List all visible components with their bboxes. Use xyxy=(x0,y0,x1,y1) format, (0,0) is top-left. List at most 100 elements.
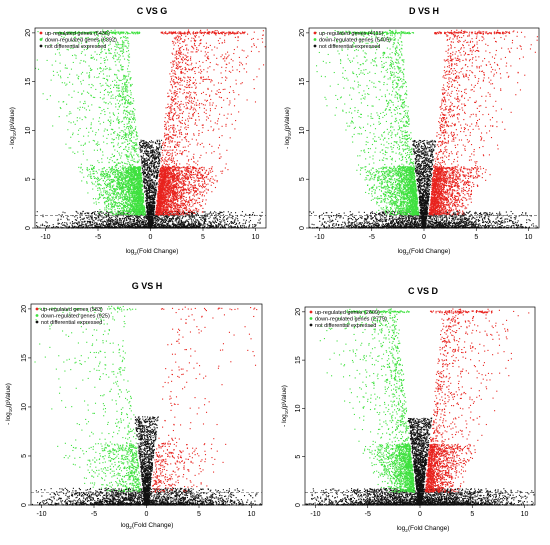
point-not-differential xyxy=(141,160,142,161)
point-not-differential xyxy=(198,221,199,222)
point-not-differential xyxy=(178,221,179,222)
point-not-differential xyxy=(210,212,211,213)
point-not-differential xyxy=(229,226,230,227)
point-not-differential xyxy=(158,154,159,155)
point-not-differential xyxy=(62,222,63,223)
point-not-differential xyxy=(250,220,251,221)
point-not-differential xyxy=(219,213,220,214)
point-not-differential xyxy=(140,225,141,226)
point-not-differential xyxy=(173,225,174,226)
point-not-differential xyxy=(129,223,130,224)
point-not-differential xyxy=(127,225,128,226)
point-not-differential xyxy=(104,225,105,226)
point-not-differential xyxy=(97,224,98,225)
point-not-differential xyxy=(161,224,162,225)
point-not-differential xyxy=(173,217,174,218)
point-not-differential xyxy=(205,223,206,224)
point-not-differential xyxy=(86,225,87,226)
point-not-differential xyxy=(224,226,225,227)
point-not-differential xyxy=(213,217,214,218)
point-not-differential xyxy=(82,227,83,228)
point-not-differential xyxy=(179,221,180,222)
point-not-differential xyxy=(194,217,195,218)
point-not-differential xyxy=(177,226,178,227)
point-not-differential xyxy=(193,225,194,226)
point-not-differential xyxy=(155,223,156,224)
point-not-differential xyxy=(147,147,148,148)
point-not-differential xyxy=(58,219,59,220)
point-not-differential xyxy=(256,225,257,226)
point-not-differential xyxy=(195,221,196,222)
point-not-differential xyxy=(43,216,44,217)
point-not-differential xyxy=(134,223,135,224)
point-not-differential xyxy=(157,221,158,222)
point-not-differential xyxy=(214,211,215,212)
point-not-differential xyxy=(160,222,161,223)
point-not-differential xyxy=(77,224,78,225)
point-not-differential xyxy=(169,220,170,221)
point-not-differential xyxy=(137,226,138,227)
point-not-differential xyxy=(124,220,125,221)
point-not-differential xyxy=(86,226,87,227)
point-not-differential xyxy=(145,224,146,225)
point-not-differential xyxy=(153,220,154,221)
point-not-differential xyxy=(204,220,205,221)
point-not-differential xyxy=(234,222,235,223)
point-not-differential xyxy=(216,226,217,227)
point-not-differential xyxy=(123,224,124,225)
point-not-differential xyxy=(95,211,96,212)
point-not-differential xyxy=(57,220,58,221)
point-not-differential xyxy=(127,224,128,225)
point-not-differential xyxy=(235,224,236,225)
point-not-differential xyxy=(122,218,123,219)
point-not-differential xyxy=(239,222,240,223)
point-not-differential xyxy=(95,219,96,220)
point-not-differential xyxy=(103,221,104,222)
point-not-differential xyxy=(62,212,63,213)
point-not-differential xyxy=(249,224,250,225)
point-not-differential xyxy=(75,219,76,220)
point-not-differential xyxy=(100,224,101,225)
point-not-differential xyxy=(167,225,168,226)
point-not-differential xyxy=(67,224,68,225)
point-not-differential xyxy=(160,219,161,220)
point-not-differential xyxy=(139,219,140,220)
point-not-differential xyxy=(139,227,140,228)
point-not-differential xyxy=(253,212,254,213)
point-not-differential xyxy=(118,223,119,224)
point-not-differential xyxy=(186,227,187,228)
point-not-differential xyxy=(162,225,163,226)
point-not-differential xyxy=(83,227,84,228)
point-not-differential xyxy=(191,219,192,220)
point-not-differential xyxy=(109,226,110,227)
point-not-differential xyxy=(107,222,108,223)
point-not-differential xyxy=(231,217,232,218)
point-not-differential xyxy=(126,220,127,221)
point-not-differential xyxy=(116,222,117,223)
point-not-differential xyxy=(171,218,172,219)
point-not-differential xyxy=(189,216,190,217)
point-not-differential xyxy=(92,212,93,213)
point-not-differential xyxy=(200,219,201,220)
point-not-differential xyxy=(133,217,134,218)
point-not-differential xyxy=(163,222,164,223)
point-not-differential xyxy=(192,216,193,217)
point-not-differential xyxy=(81,224,82,225)
point-not-differential xyxy=(88,221,89,222)
point-not-differential xyxy=(90,225,91,226)
point-not-differential xyxy=(156,151,157,152)
point-not-differential xyxy=(133,221,134,222)
point-not-differential xyxy=(229,223,230,224)
point-not-differential xyxy=(218,215,219,216)
point-not-differential xyxy=(129,221,130,222)
point-not-differential xyxy=(157,216,158,217)
point-not-differential xyxy=(227,221,228,222)
point-not-differential xyxy=(73,223,74,224)
point-not-differential xyxy=(248,226,249,227)
point-not-differential xyxy=(70,223,71,224)
point-not-differential xyxy=(138,221,139,222)
point-not-differential xyxy=(231,212,232,213)
point-not-differential xyxy=(203,223,204,224)
point-not-differential xyxy=(144,185,145,186)
